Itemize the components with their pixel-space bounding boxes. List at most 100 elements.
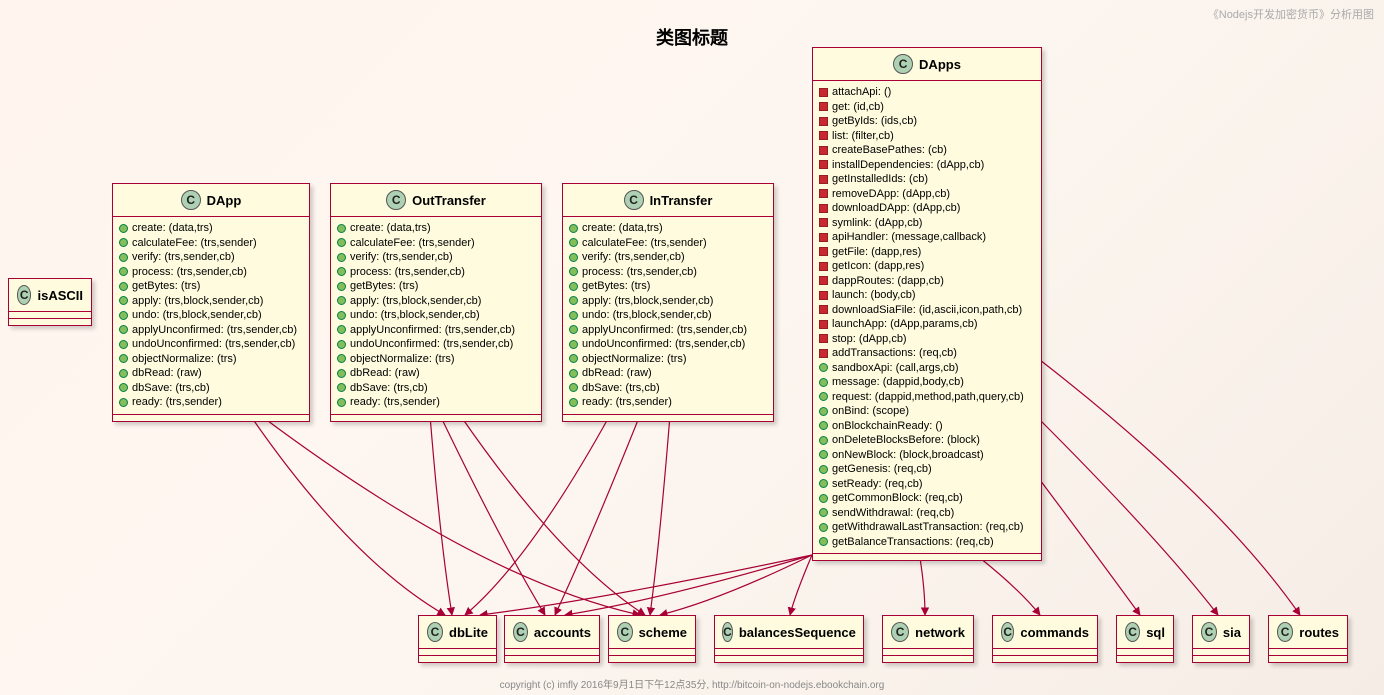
member-sig: installDependencies: (dApp,cb) xyxy=(832,158,984,173)
public-icon xyxy=(119,325,128,334)
private-icon xyxy=(819,189,828,198)
member-sig: undo: (trs,block,sender,cb) xyxy=(350,308,480,323)
class-sql: Csql xyxy=(1116,615,1174,663)
member-sig: symlink: (dApp,cb) xyxy=(832,216,922,231)
member-row: getBytes: (trs) xyxy=(569,279,767,294)
member-row: undoUnconfirmed: (trs,sender,cb) xyxy=(337,337,535,352)
member-sig: list: (filter,cb) xyxy=(832,129,894,144)
member-row: calculateFee: (trs,sender) xyxy=(119,236,303,251)
edge-OutTransfer-dbLite xyxy=(430,415,452,615)
public-icon xyxy=(119,224,128,233)
member-row: launchApp: (dApp,params,cb) xyxy=(819,317,1035,332)
public-icon xyxy=(119,253,128,262)
member-sig: undoUnconfirmed: (trs,sender,cb) xyxy=(350,337,513,352)
member-row: undo: (trs,block,sender,cb) xyxy=(337,308,535,323)
class-OutTransfer: COutTransfer create: (data,trs)calculateF… xyxy=(330,183,542,422)
class-name: DApp xyxy=(207,193,242,208)
member-row: apply: (trs,block,sender,cb) xyxy=(119,294,303,309)
class-header: Caccounts xyxy=(505,616,599,649)
class-icon: C xyxy=(722,622,733,642)
member-row: getWithdrawalLastTransaction: (req,cb) xyxy=(819,520,1035,535)
member-sig: downloadDApp: (dApp,cb) xyxy=(832,201,960,216)
class-header: COutTransfer xyxy=(331,184,541,217)
public-icon xyxy=(569,340,578,349)
member-row: dbSave: (trs,cb) xyxy=(569,381,767,396)
member-sig: dappRoutes: (dapp,cb) xyxy=(832,274,944,289)
member-sig: getBalanceTransactions: (req,cb) xyxy=(832,535,994,550)
member-sig: applyUnconfirmed: (trs,sender,cb) xyxy=(350,323,515,338)
member-row: onDeleteBlocksBefore: (block) xyxy=(819,433,1035,448)
member-sig: getGenesis: (req,cb) xyxy=(832,462,932,477)
public-icon xyxy=(819,392,828,401)
edge-DApps-network xyxy=(920,558,925,615)
public-icon xyxy=(819,537,828,546)
edge-DApps-dbLite xyxy=(480,555,812,615)
member-row: create: (data,trs) xyxy=(569,221,767,236)
member-row: attachApi: () xyxy=(819,85,1035,100)
class-header: Croutes xyxy=(1269,616,1347,649)
member-row: objectNormalize: (trs) xyxy=(119,352,303,367)
member-sig: stop: (dApp,cb) xyxy=(832,332,907,347)
member-row: applyUnconfirmed: (trs,sender,cb) xyxy=(337,323,535,338)
class-header: CDApp xyxy=(113,184,309,217)
member-sig: dbRead: (raw) xyxy=(132,366,202,381)
member-sig: getWithdrawalLastTransaction: (req,cb) xyxy=(832,520,1024,535)
footer-text: copyright (c) imfly 2016年9月1日下午12点35分, h… xyxy=(500,676,885,691)
member-sig: downloadSiaFile: (id,ascii,icon,path,cb) xyxy=(832,303,1022,318)
class-name: isASCII xyxy=(37,288,83,303)
member-sig: createBasePathes: (cb) xyxy=(832,143,947,158)
class-name: commands xyxy=(1020,625,1089,640)
class-name: InTransfer xyxy=(650,193,713,208)
member-row: create: (data,trs) xyxy=(337,221,535,236)
public-icon xyxy=(119,311,128,320)
member-row: process: (trs,sender,cb) xyxy=(119,265,303,280)
private-icon xyxy=(819,102,828,111)
member-row: getByIds: (ids,cb) xyxy=(819,114,1035,129)
class-commands: Ccommands xyxy=(992,615,1098,663)
class-icon: C xyxy=(1001,622,1014,642)
class-header: CbalancesSequence xyxy=(715,616,863,649)
member-sig: process: (trs,sender,cb) xyxy=(582,265,697,280)
class-members: attachApi: ()get: (id,cb)getByIds: (ids,… xyxy=(813,81,1041,554)
class-accounts: Caccounts xyxy=(504,615,600,663)
class-icon: C xyxy=(891,622,909,642)
member-sig: onBind: (scope) xyxy=(832,404,909,419)
class-name: scheme xyxy=(639,625,687,640)
edge-InTransfer-dbLite xyxy=(465,415,610,615)
edge-OutTransfer-accounts xyxy=(440,415,545,615)
member-sig: create: (data,trs) xyxy=(350,221,431,236)
public-icon xyxy=(337,253,346,262)
public-icon xyxy=(337,296,346,305)
public-icon xyxy=(119,238,128,247)
member-sig: objectNormalize: (trs) xyxy=(350,352,455,367)
member-row: undoUnconfirmed: (trs,sender,cb) xyxy=(569,337,767,352)
member-row: getGenesis: (req,cb) xyxy=(819,462,1035,477)
member-row: getBalanceTransactions: (req,cb) xyxy=(819,535,1035,550)
member-row: create: (data,trs) xyxy=(119,221,303,236)
private-icon xyxy=(819,117,828,126)
member-sig: ready: (trs,sender) xyxy=(132,395,222,410)
class-header: CInTransfer xyxy=(563,184,773,217)
member-sig: launch: (body,cb) xyxy=(832,288,916,303)
class-header: Csql xyxy=(1117,616,1173,649)
member-row: installDependencies: (dApp,cb) xyxy=(819,158,1035,173)
class-header: CisASCII xyxy=(9,279,91,312)
public-icon xyxy=(819,421,828,430)
member-sig: get: (id,cb) xyxy=(832,100,884,115)
member-sig: getFile: (dapp,res) xyxy=(832,245,921,260)
member-row: objectNormalize: (trs) xyxy=(569,352,767,367)
member-sig: ready: (trs,sender) xyxy=(582,395,672,410)
class-network: Cnetwork xyxy=(882,615,974,663)
member-row: get: (id,cb) xyxy=(819,100,1035,115)
public-icon xyxy=(569,224,578,233)
class-header: Cnetwork xyxy=(883,616,973,649)
member-row: applyUnconfirmed: (trs,sender,cb) xyxy=(569,323,767,338)
member-row: onBlockchainReady: () xyxy=(819,419,1035,434)
class-sia: Csia xyxy=(1192,615,1250,663)
member-row: calculateFee: (trs,sender) xyxy=(337,236,535,251)
member-row: symlink: (dApp,cb) xyxy=(819,216,1035,231)
member-sig: setReady: (req,cb) xyxy=(832,477,922,492)
member-sig: request: (dappid,method,path,query,cb) xyxy=(832,390,1024,405)
private-icon xyxy=(819,218,828,227)
member-row: apiHandler: (message,callback) xyxy=(819,230,1035,245)
